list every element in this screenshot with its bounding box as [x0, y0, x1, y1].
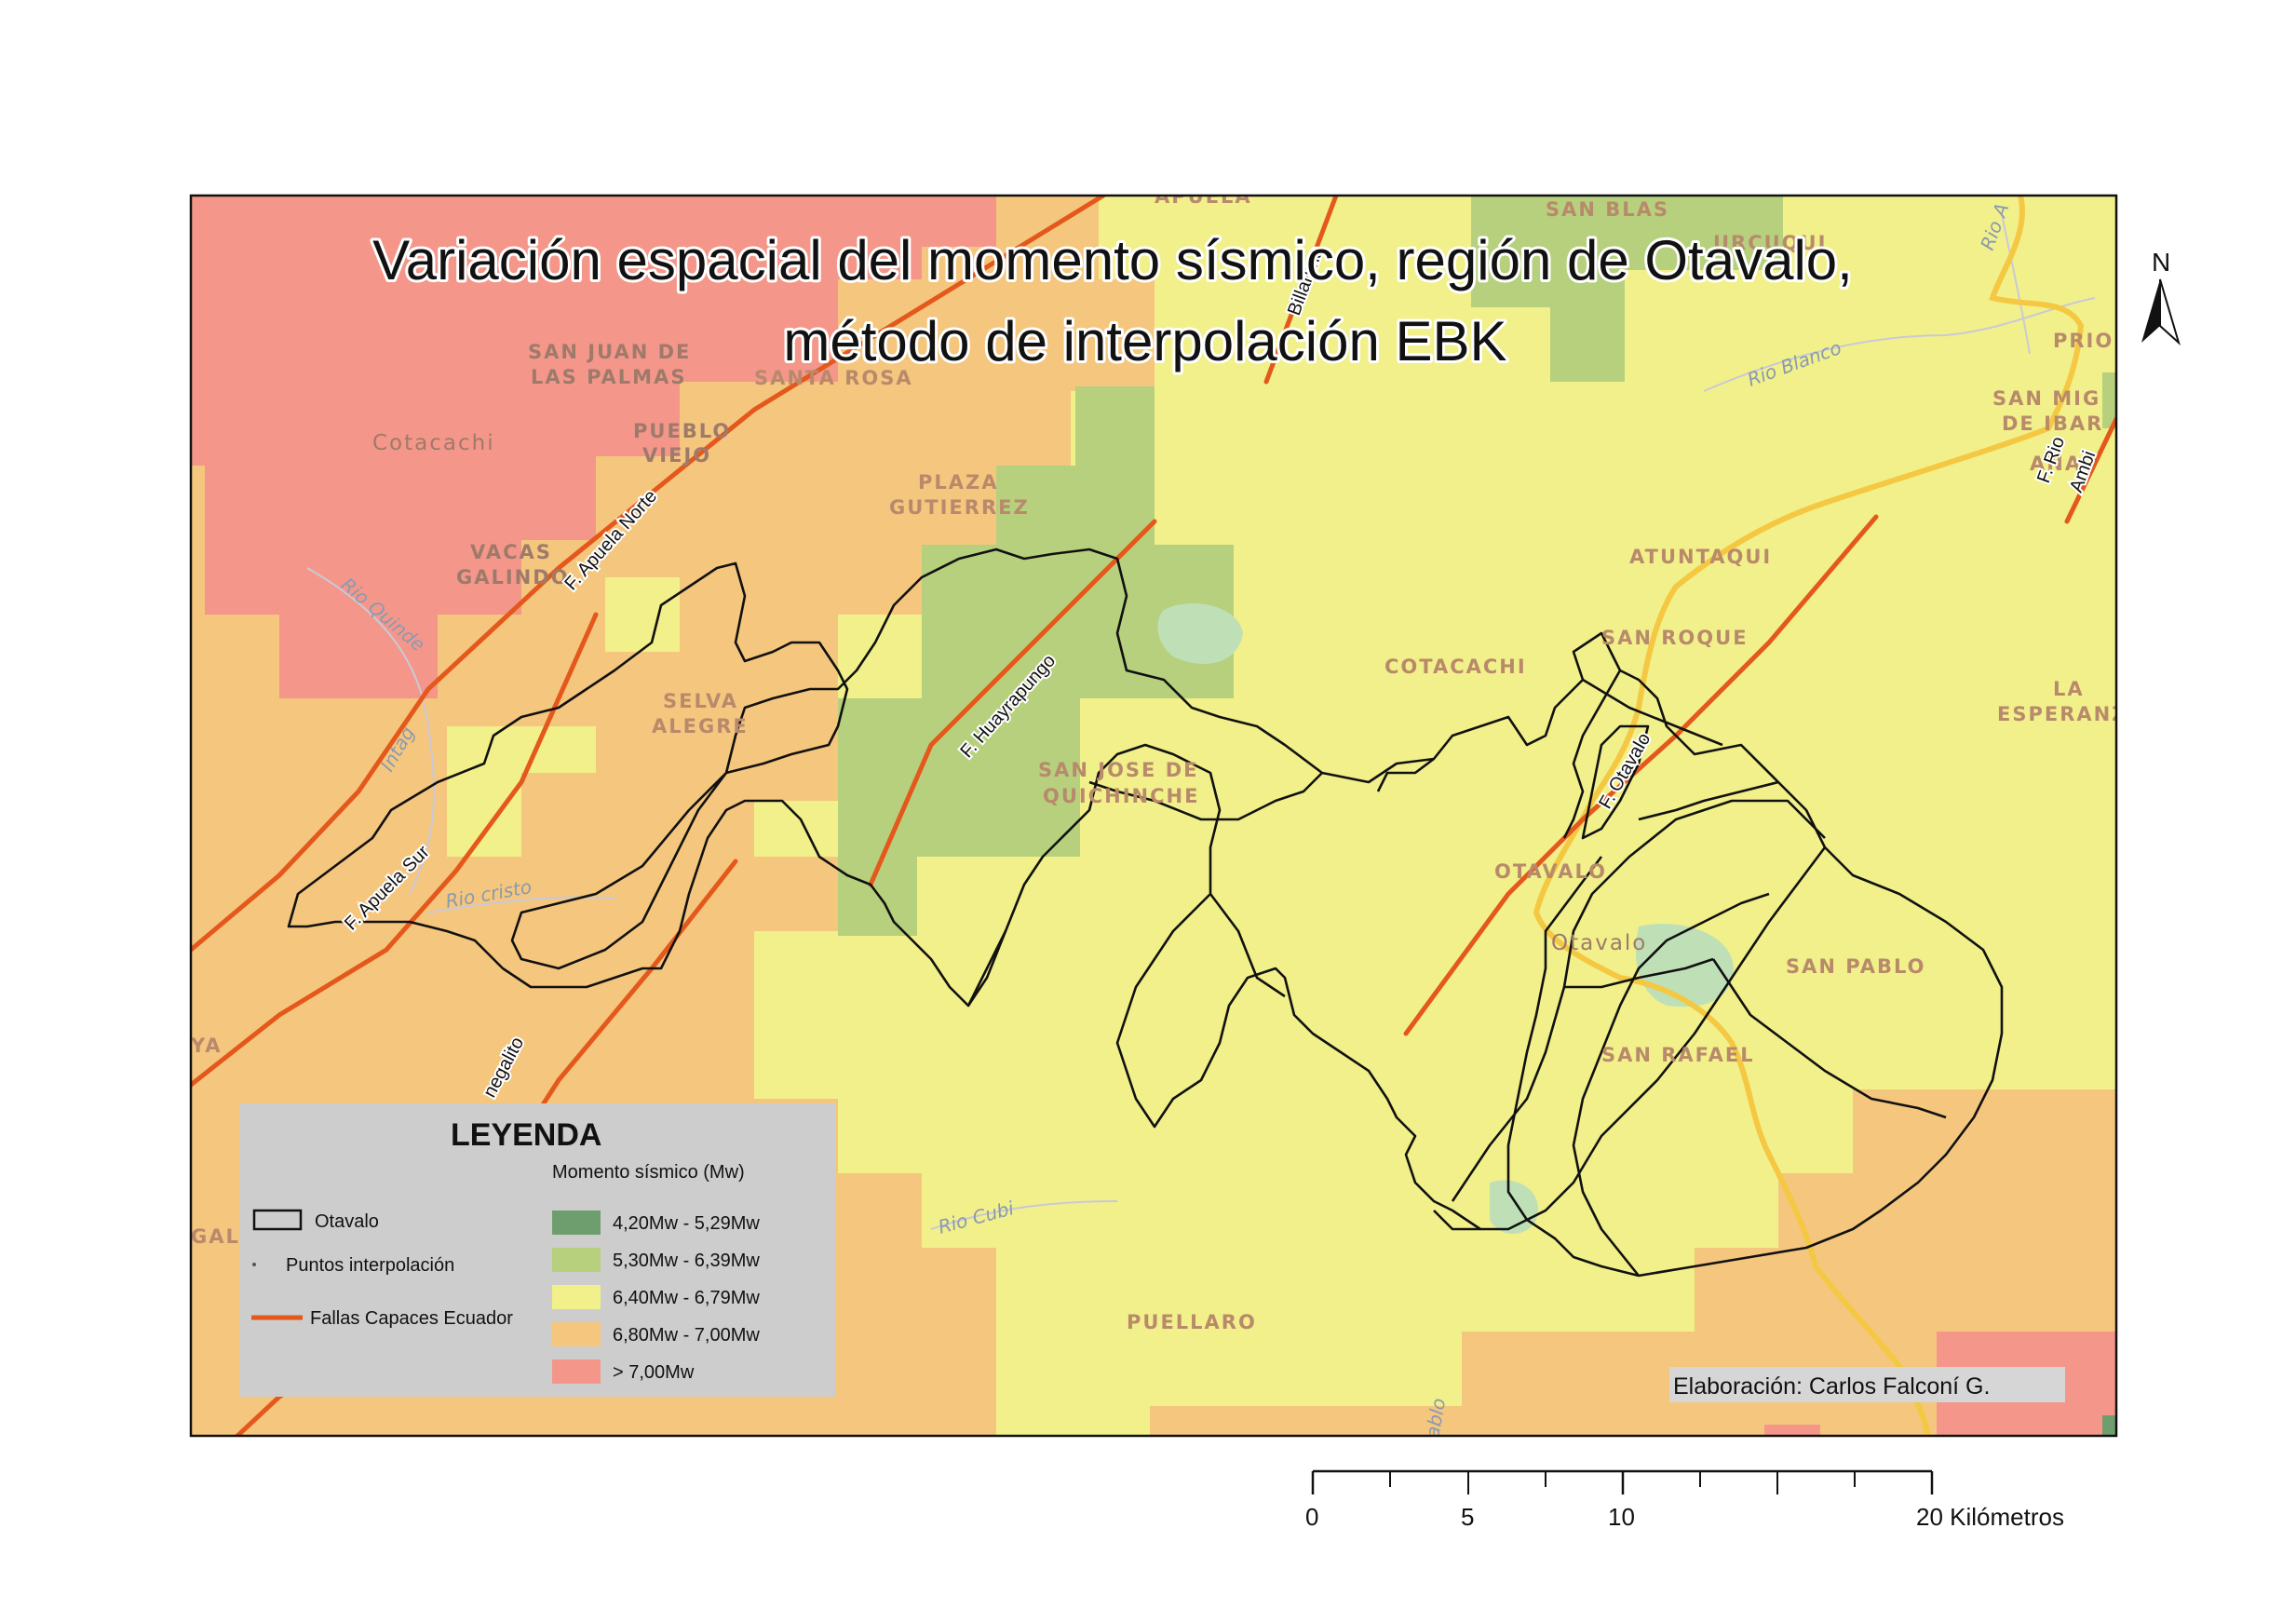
place-priorato: PRIORAT	[2053, 330, 2161, 352]
legend-class-label-4: 6,80Mw - 7,00Mw	[613, 1325, 760, 1346]
place-san-juan-2: LAS PALMAS	[531, 366, 686, 388]
place-selva-alegre-1: SELVA	[663, 690, 738, 712]
class-medium-patch-1	[447, 726, 596, 857]
place-pueblo-viejo-1: PUEBLO	[633, 420, 731, 442]
place-san-miguel-2: DE IBAR	[2002, 413, 2103, 435]
legend-class-label-3: 6,40Mw - 6,79Mw	[613, 1288, 760, 1308]
legend-background	[239, 1103, 835, 1397]
legend-fault-label: Fallas Capaces Ecuador	[310, 1308, 513, 1329]
scale-label-5: 5	[1461, 1503, 1474, 1531]
scale-label-20: 20 Kilómetros	[1916, 1503, 2064, 1531]
place-la-esperanza-1: LA	[2053, 678, 2085, 700]
river-network	[306, 213, 2096, 1230]
place-apuela: APUELA	[1155, 185, 1252, 208]
legend-class-label-5: > 7,00Mw	[613, 1362, 695, 1383]
north-arrow: N	[2141, 248, 2181, 346]
legend-points-swatch	[252, 1263, 256, 1266]
fault-huayrapungo	[868, 519, 1157, 887]
place-san-pablo: SAN PABLO	[1786, 955, 1925, 978]
north-arrow-right	[2159, 278, 2181, 346]
scale-label-10: 10	[1608, 1503, 1635, 1531]
legend-subtitle: Momento sísmico (Mw)	[552, 1162, 745, 1183]
scale-label-0: 0	[1305, 1503, 1318, 1531]
credit-background	[1669, 1367, 2065, 1402]
class-very-low-patch	[2102, 1415, 2116, 1436]
legend-class-swatch-4	[552, 1322, 601, 1346]
class-low-area-center	[838, 386, 1234, 936]
legend-panel: LEYENDA Momento sísmico (Mw) Otavalo Pun…	[239, 1103, 835, 1397]
legend-class-swatch-2	[552, 1248, 601, 1272]
class-very-high-patch	[1764, 1425, 1820, 1436]
legend-class-label-1: 4,20Mw - 5,29Mw	[613, 1213, 760, 1234]
legend-class-swatch-1	[552, 1210, 601, 1235]
place-san-jose-1: SAN JOSE DE	[1038, 759, 1199, 781]
road-network	[1533, 196, 2085, 1436]
place-pueblo-viejo-2: VIEJO	[642, 444, 711, 467]
place-ya: YA	[190, 1035, 222, 1057]
map-title-line-1: Variación espacial del momento sísmico, …	[372, 229, 1853, 291]
place-selva-alegre-2: ALEGRE	[652, 715, 749, 737]
otavalo-boundary	[287, 548, 2004, 1278]
place-gal: GAL	[191, 1225, 240, 1248]
place-santa-rosa: SANTA ROSA	[754, 367, 913, 389]
class-medium-patch-3	[838, 615, 922, 698]
map-frame-content: APUELA SAN BLAS URCUQUI PRIORAT SAN MIG …	[190, 185, 2161, 1436]
map-frame-border	[189, 194, 2118, 1438]
place-san-roque: SAN ROQUE	[1601, 627, 1749, 649]
fault-otavalo	[1403, 514, 1879, 1036]
class-medium-patch-2	[605, 577, 680, 652]
fault-apuela-sur	[191, 612, 599, 1088]
place-san-jose-2: QUICHINCHE	[1043, 785, 1199, 807]
class-low-patch-east	[2102, 372, 2116, 428]
place-cotacachi: COTACACHI	[1384, 656, 1527, 678]
legend-boundary-swatch	[252, 1209, 303, 1231]
class-very-high-area-northwest	[191, 196, 996, 698]
north-label: N	[2152, 248, 2170, 277]
fault-apuela-norte	[191, 196, 1106, 953]
scale-bar: 0 5 10 20 Kilómetros	[1305, 1469, 2064, 1531]
north-arrow-left	[2141, 279, 2160, 343]
place-urcuqui: URCUQUI	[1713, 232, 1827, 254]
place-ana: ANA	[2030, 453, 2082, 475]
place-cotacachi-town: Cotacachi	[372, 431, 495, 455]
place-san-miguel-1: SAN MIG	[1992, 387, 2100, 410]
credit-text: Elaboración: Carlos Falconí G.	[1673, 1373, 1990, 1400]
fault-billarima	[1263, 196, 1339, 385]
place-otavalo: OTAVALO	[1494, 860, 1607, 883]
legend-class-swatch-5	[552, 1359, 601, 1384]
place-atuntaqui: ATUNTAQUI	[1629, 546, 1772, 568]
place-la-esperanza-2: ESPERANZ	[1997, 703, 2127, 725]
class-low-area-north	[1471, 196, 1783, 382]
place-otavalo-town: Otavalo	[1551, 931, 1647, 955]
class-high-area-southeast	[1150, 1089, 2116, 1436]
place-san-blas: SAN BLAS	[1546, 198, 1669, 221]
place-plaza-gutierrez-2: GUTIERREZ	[889, 496, 1030, 519]
place-san-rafael: SAN RAFAEL	[1601, 1044, 1755, 1066]
legend-points-label: Puntos interpolación	[286, 1255, 454, 1276]
map-title-line-2: método de interpolación EBK	[783, 310, 1506, 372]
place-vacas-galindo-1: VACAS	[470, 541, 552, 563]
fault-rio-ambi	[2064, 416, 2116, 524]
lake-cuicocha	[1157, 603, 1243, 664]
legend-boundary-label: Otavalo	[315, 1211, 379, 1232]
place-plaza-gutierrez-1: PLAZA	[918, 471, 999, 494]
place-san-juan-1: SAN JUAN DE	[528, 341, 691, 363]
legend-title: LEYENDA	[451, 1117, 601, 1153]
place-puellaro: PUELLARO	[1127, 1311, 1257, 1333]
place-vacas-galindo-2: GALINDO	[456, 566, 570, 588]
legend-class-label-2: 5,30Mw - 6,39Mw	[613, 1251, 760, 1271]
legend-class-swatch-3	[552, 1285, 601, 1309]
